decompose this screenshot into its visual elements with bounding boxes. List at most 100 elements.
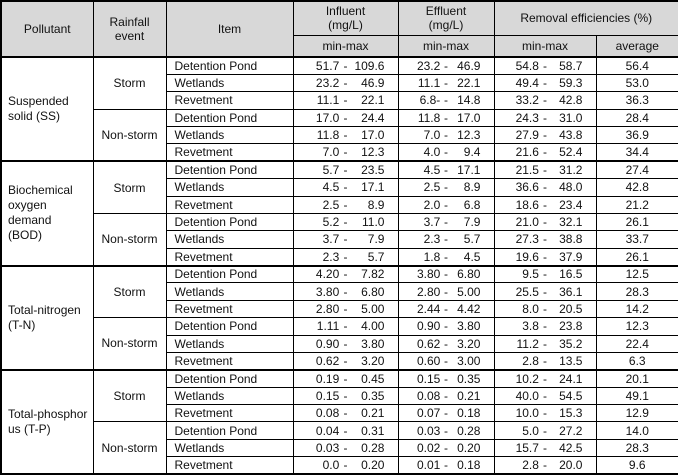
range-separator: - xyxy=(343,215,348,230)
effluent-range-cell-min: 2.80 xyxy=(416,284,441,299)
influent-range-cell-min: 5.2 xyxy=(322,215,340,230)
removal-range-cell-min: 2.8 xyxy=(522,458,539,473)
influent-range-cell-max: 4.00 xyxy=(361,319,385,334)
influent-range-cell-max: 8.9 xyxy=(367,197,385,212)
range-separator: - xyxy=(542,163,547,178)
item-cell: Detention Pond xyxy=(165,108,294,128)
removal-average-cell: 20.1 xyxy=(595,368,678,388)
influent-range-cell-min: 3.7 xyxy=(322,232,340,247)
range-separator: - xyxy=(443,180,448,195)
removal-range-cell-max: 36.1 xyxy=(559,284,583,299)
effluent-range-cell-min: 0.90 xyxy=(416,319,441,334)
effluent-range-cell-max: 0.35 xyxy=(457,371,481,386)
removal-range-cell: 21.5-31.2 xyxy=(493,160,597,180)
range-separator: - xyxy=(443,458,448,473)
influent-range-cell: 11.8-17.0 xyxy=(292,125,399,145)
removal-average-cell: 6.3 xyxy=(595,351,678,371)
influent-range-cell-min: 2.80 xyxy=(315,301,340,316)
range-separator: - xyxy=(542,406,547,421)
effluent-range-cell: 4.0-9.4 xyxy=(397,143,495,162)
range-separator: - xyxy=(443,232,448,247)
table-row: Biochemical oxygen demand (BOD) Storm Detenti… xyxy=(0,160,678,267)
col-header-effluent: Effluent (mg/L) xyxy=(397,0,495,36)
range-separator: - xyxy=(343,197,348,212)
removal-range-cell-min: 9.5 xyxy=(522,267,539,282)
removal-range-cell-max: 32.1 xyxy=(559,215,583,230)
item-cell: Wetlands xyxy=(165,438,294,458)
removal-average-cell: 22.4 xyxy=(595,334,678,353)
col-header-removal-efficiencies: Removal efficiencies (%) xyxy=(493,0,678,36)
influent-range-cell-max: 0.28 xyxy=(361,440,385,455)
effluent-range-cell-min: 0.01 xyxy=(416,458,441,473)
rainfall-event-cell: Non-storm xyxy=(92,317,167,371)
influent-range-cell: 2.3- 5.7 xyxy=(292,247,399,267)
influent-range-cell-min: 17.0 xyxy=(315,110,340,125)
pollutant-cell: Biochemical oxygen demand (BOD) xyxy=(0,160,94,267)
effluent-range-cell-min: 4.0 xyxy=(423,145,441,160)
influent-range-cell-min: 0.15 xyxy=(315,388,340,403)
range-separator: - xyxy=(542,128,547,143)
range-separator: - xyxy=(443,163,448,178)
rainfall-event-cell: Non-storm xyxy=(92,108,167,162)
removal-range-cell: 8.0-20.5 xyxy=(493,299,597,319)
removal-range-cell: 10.2-24.1 xyxy=(493,368,597,388)
removal-range-cell: 18.6-23.4 xyxy=(493,195,597,214)
effluent-range-cell-max: 17.1 xyxy=(457,163,481,178)
col-header-influent: Influent (mg/L) xyxy=(292,0,399,36)
removal-range-cell-max: 54.5 xyxy=(559,388,583,403)
effluent-range-cell-min: 2.3 xyxy=(423,232,441,247)
removal-range-cell-max: 43.8 xyxy=(559,128,583,143)
effluent-range-cell-max: 12.3 xyxy=(457,128,481,143)
table-row: Total-phosphor us (T-P) Storm Detention Pon… xyxy=(0,368,678,475)
influent-range-cell-max: 0.45 xyxy=(361,371,385,386)
range-separator: - xyxy=(343,128,348,143)
removal-range-cell: 33.2-42.8 xyxy=(493,91,597,110)
removal-range-cell: 19.6-37.9 xyxy=(493,247,597,267)
effluent-range-cell-max: 5.7 xyxy=(463,232,481,247)
effluent-range-cell: 2.3-5.7 xyxy=(397,230,495,249)
table-row: Revetment 0.08-0.21 0.07-0.18 10.0-15.3 12.9 xyxy=(1,403,678,423)
item-cell: Detention Pond xyxy=(165,160,294,180)
influent-range-cell-max: 109.6 xyxy=(354,58,385,73)
removal-average-cell: 27.4 xyxy=(595,160,678,180)
item-cell: Revetment xyxy=(165,456,294,475)
influent-range-cell-min: 2.3 xyxy=(322,249,340,264)
table-row: Wetlands 0.03-0.28 0.02-0.20 15.7-42.5 28.3 xyxy=(1,438,678,458)
effluent-range-cell-min: 0.07 xyxy=(416,406,441,421)
removal-range-cell: 11.2-35.2 xyxy=(493,334,597,353)
effluent-range-cell-min: 1.8 xyxy=(423,249,441,264)
pollutant-line: (T-N) xyxy=(8,317,36,332)
table-row: Wetlands 3.7-7.9 2.3-5.7 27.3-38.8 33.7 xyxy=(1,230,678,249)
removal-average-cell: 56.4 xyxy=(595,55,678,75)
effluent-range-cell-min: 2.0 xyxy=(423,197,441,212)
influent-range-cell: 23.2-46.9 xyxy=(292,73,399,93)
item-cell: Revetment xyxy=(165,195,294,214)
influent-range-cell: 3.80-6.80 xyxy=(292,282,399,301)
influent-range-cell-min: 23.2 xyxy=(315,76,340,91)
table-row: Total-nitrogen (T-N) Storm Detention Pond 4.… xyxy=(0,264,678,371)
influent-range-cell-min: 2.5 xyxy=(322,197,340,212)
effluent-range-cell-min: 23.2 xyxy=(416,58,441,73)
effluent-range-cell: 6.8- -14.8 xyxy=(397,91,495,110)
removal-range-cell: 15.7-42.5 xyxy=(493,438,597,458)
effluent-range-cell-min: 0.15 xyxy=(416,371,441,386)
range-separator: - xyxy=(542,249,547,264)
influent-range-cell-min: 11.8 xyxy=(316,128,340,143)
subheader-removal-average: average xyxy=(595,34,678,58)
influent-range-cell: 0.04-0.31 xyxy=(292,421,399,440)
removal-range-cell-max: 52.4 xyxy=(559,145,583,160)
influent-range-cell: 0.19-0.45 xyxy=(292,368,399,388)
influent-range-cell: 2.80-5.00 xyxy=(292,299,399,319)
table-header: Pollutant Rainfall event Item Influent (… xyxy=(0,0,678,58)
influent-range-cell-max: 0.21 xyxy=(361,406,385,421)
removal-range-cell-max: 42.5 xyxy=(559,440,583,455)
influent-range-cell-min: 0.62 xyxy=(315,353,340,368)
range-separator: - xyxy=(542,267,547,282)
effluent-range-cell: 0.90-3.80 xyxy=(397,317,495,336)
effluent-range-cell-max: 6.80 xyxy=(457,267,481,282)
removal-average-cell: 9.6 xyxy=(595,456,678,475)
item-cell: Wetlands xyxy=(165,282,294,301)
table-row: Revetment 0.62-3.20 0.60-3.00 2.8-13.5 6.3 xyxy=(1,351,678,371)
influent-range-cell-min: 4.20 xyxy=(315,267,340,282)
